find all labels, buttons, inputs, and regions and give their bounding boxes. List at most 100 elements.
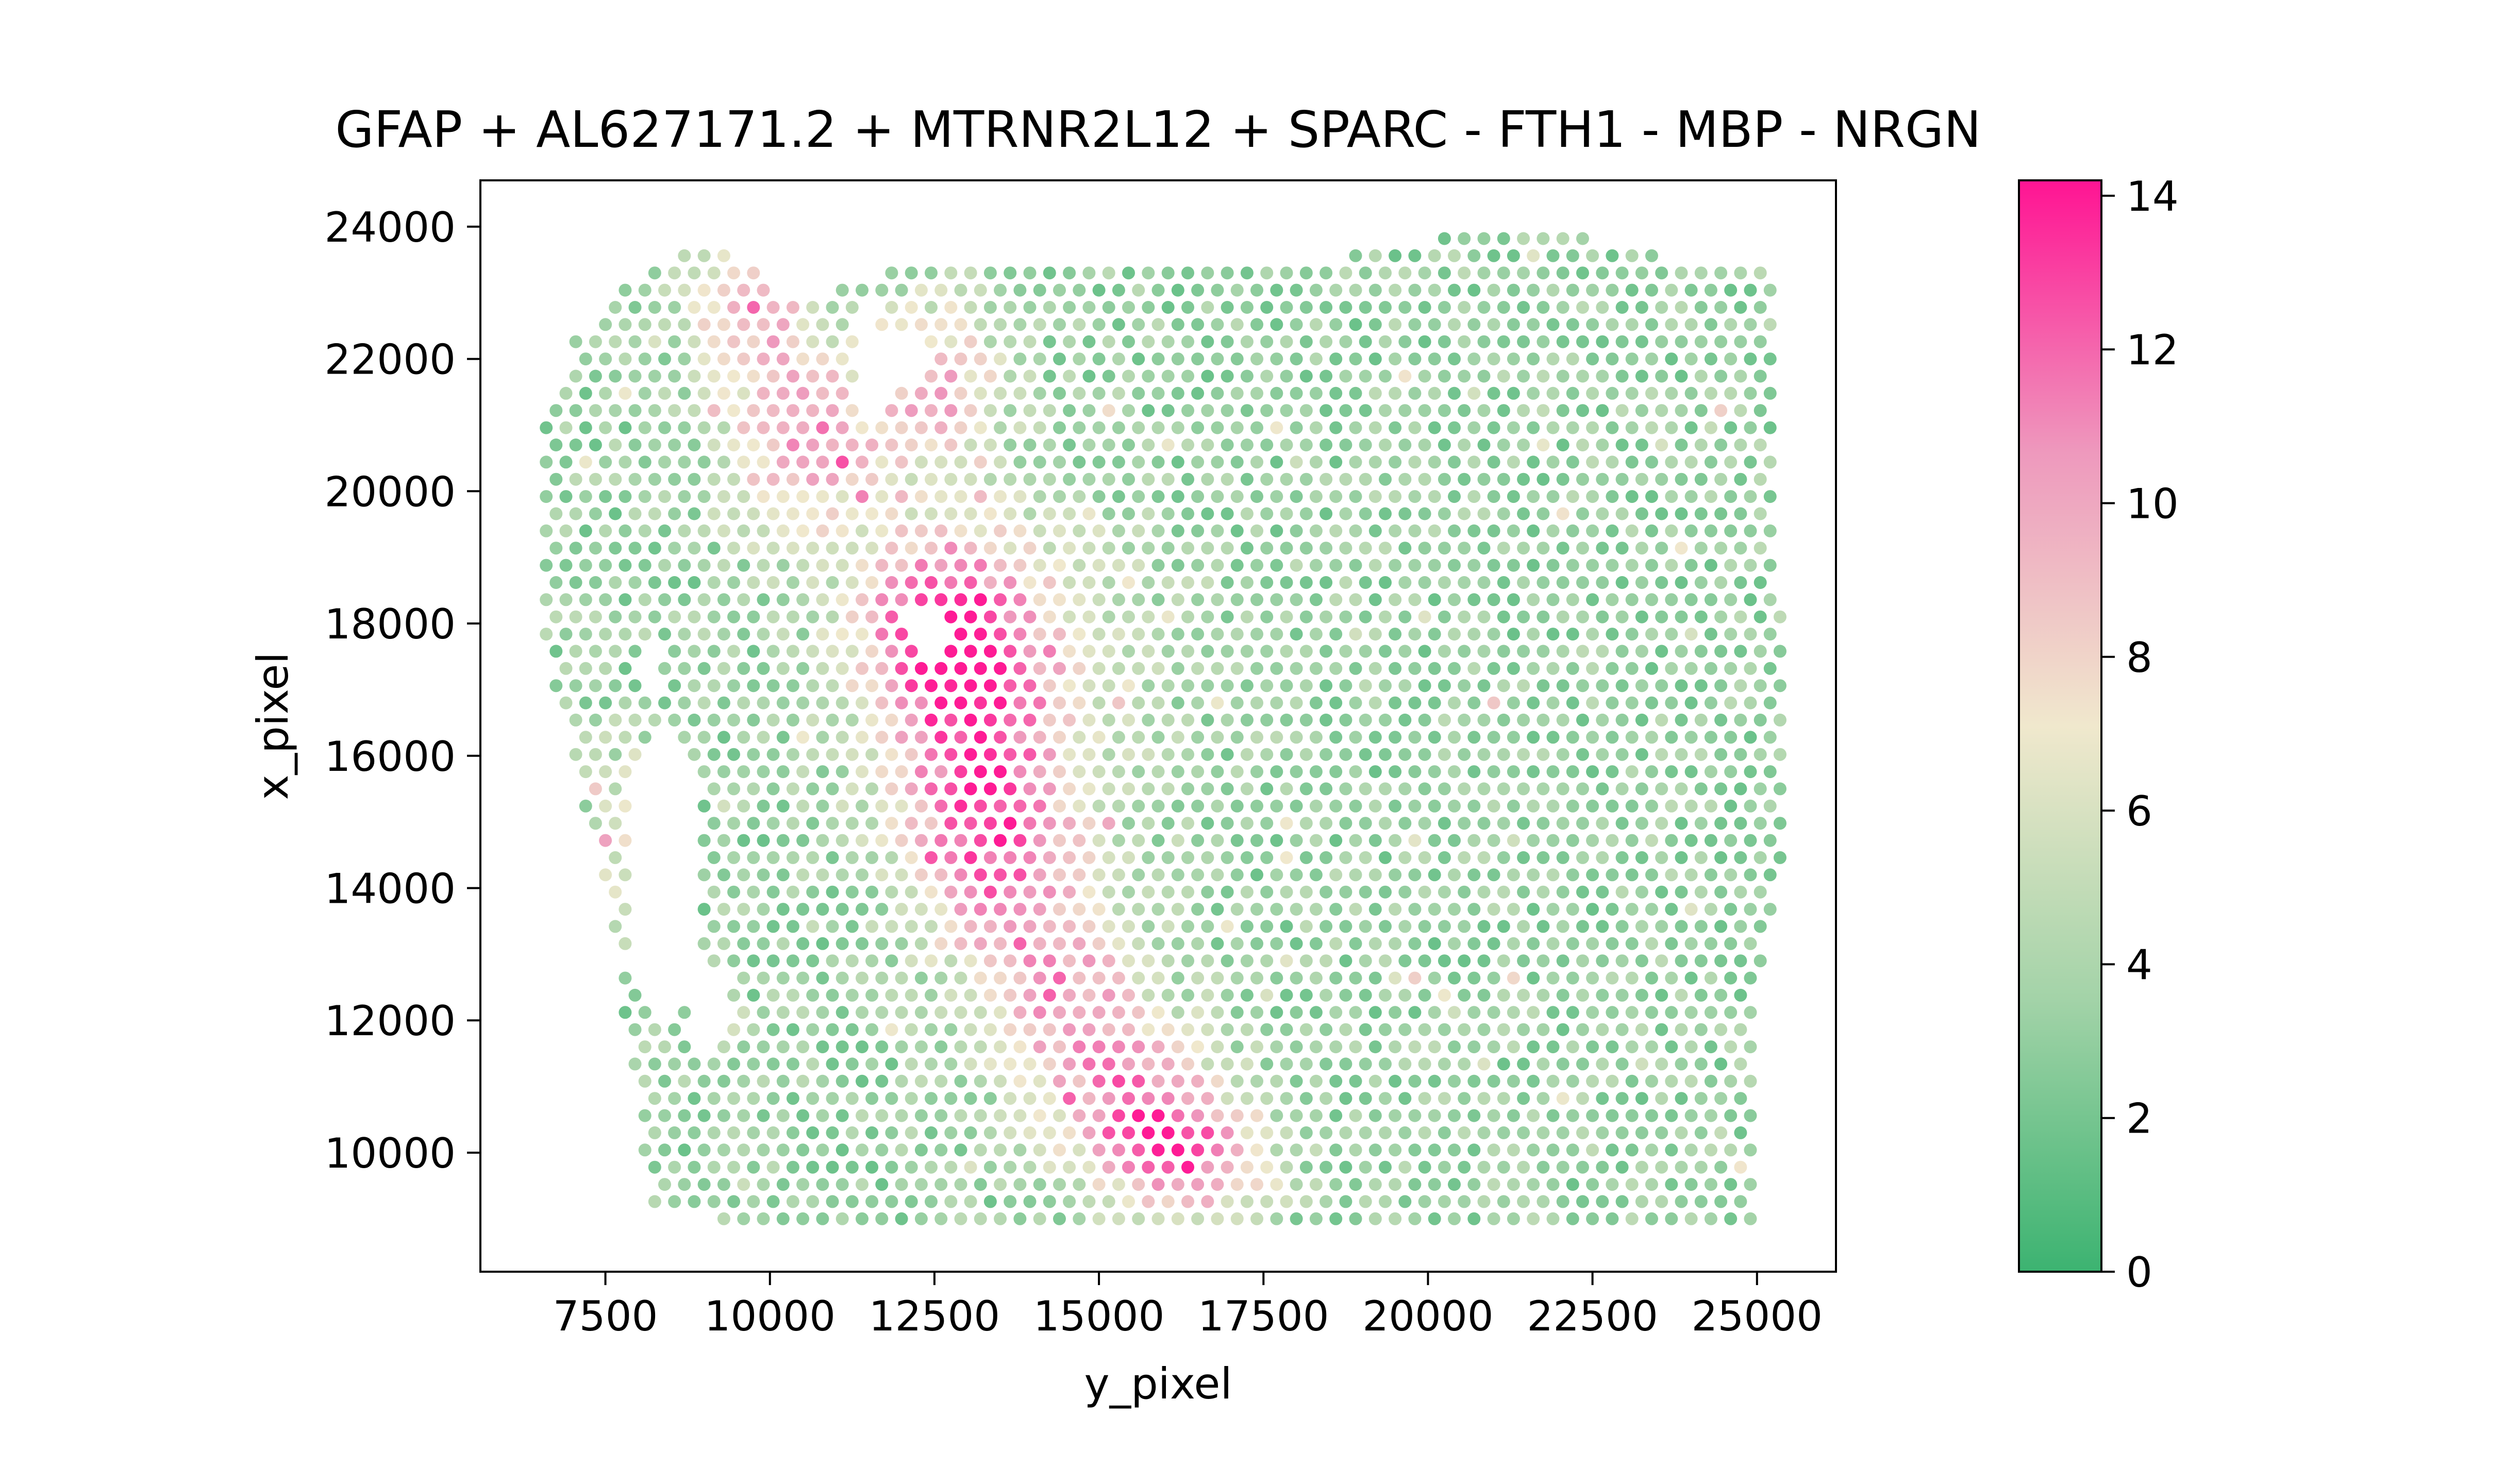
scatter-point <box>707 369 721 383</box>
scatter-point <box>747 782 760 796</box>
scatter-point <box>1625 799 1639 813</box>
scatter-point <box>776 971 790 985</box>
scatter-point <box>895 1143 908 1157</box>
scatter-point <box>1201 645 1214 658</box>
scatter-point <box>1448 249 1461 262</box>
scatter-point <box>1339 817 1352 830</box>
scatter-point <box>1299 1092 1313 1105</box>
scatter-point <box>1329 662 1343 675</box>
scatter-point <box>914 731 928 744</box>
scatter-point <box>1181 679 1194 693</box>
scatter-point <box>1073 731 1086 744</box>
scatter-point <box>1527 628 1540 641</box>
scatter-point <box>1339 576 1352 589</box>
scatter-point <box>934 1074 948 1088</box>
scatter-point <box>1665 456 1678 469</box>
scatter-point <box>1368 662 1382 675</box>
scatter-point <box>776 1178 790 1191</box>
scatter-point <box>1260 954 1274 968</box>
scatter-point <box>648 404 661 417</box>
scatter-point <box>1201 301 1214 314</box>
scatter-point <box>1615 576 1629 589</box>
scatter-point <box>1201 920 1214 933</box>
scatter-point <box>1576 1023 1589 1036</box>
scatter-point <box>885 817 898 830</box>
scatter-point <box>1625 662 1639 675</box>
scatter-point <box>1408 1109 1422 1122</box>
scatter-point <box>1665 524 1678 537</box>
scatter-point <box>1527 971 1540 985</box>
scatter-point <box>1260 301 1274 314</box>
scatter-point <box>1260 988 1274 1002</box>
scatter-point <box>1250 352 1263 366</box>
scatter-point <box>717 593 730 606</box>
scatter-point <box>925 748 938 761</box>
scatter-point <box>1408 1006 1422 1019</box>
scatter-point <box>707 920 721 933</box>
scatter-point <box>1625 593 1639 606</box>
scatter-point <box>1240 954 1254 968</box>
scatter-point <box>914 456 928 469</box>
scatter-point <box>1418 1126 1431 1139</box>
scatter-point <box>1615 817 1629 830</box>
scatter-point <box>549 576 563 589</box>
scatter-point <box>1487 799 1500 813</box>
scatter-point <box>934 1109 948 1122</box>
scatter-point <box>737 799 750 813</box>
scatter-point <box>1734 1195 1747 1208</box>
scatter-point <box>1665 490 1678 503</box>
scatter-point <box>796 696 810 710</box>
scatter-point <box>974 799 987 813</box>
scatter-point <box>1230 1006 1244 1019</box>
scatter-point <box>1556 817 1569 830</box>
scatter-point <box>1724 696 1738 710</box>
scatter-point <box>1230 1178 1244 1191</box>
scatter-point <box>1477 1092 1491 1105</box>
scatter-point <box>1537 576 1550 589</box>
scatter-point <box>1753 610 1767 623</box>
scatter-point <box>1290 352 1303 366</box>
scatter-point <box>1556 507 1569 520</box>
scatter-point <box>1240 335 1254 348</box>
scatter-point <box>1448 421 1461 434</box>
scatter-point <box>1270 386 1283 400</box>
scatter-point <box>1744 696 1757 710</box>
scatter-point <box>1389 937 1402 950</box>
scatter-point <box>1428 559 1441 572</box>
scatter-point <box>1408 352 1422 366</box>
scatter-point <box>757 696 770 710</box>
scatter-point <box>1684 593 1698 606</box>
scatter-point <box>845 1160 859 1174</box>
scatter-point <box>1467 352 1481 366</box>
scatter-point <box>1023 610 1037 623</box>
scatter-point <box>1428 834 1441 847</box>
scatter-point <box>786 1092 799 1105</box>
scatter-point <box>1043 817 1056 830</box>
scatter-point <box>1389 1006 1402 1019</box>
scatter-point <box>1191 662 1205 675</box>
scatter-point <box>619 662 632 675</box>
scatter-point <box>1507 834 1520 847</box>
scatter-point <box>1408 765 1422 779</box>
scatter-point <box>1102 954 1115 968</box>
scatter-point <box>1546 731 1560 744</box>
scatter-point <box>1596 1126 1609 1139</box>
scatter-point <box>1704 352 1717 366</box>
scatter-point <box>1556 610 1569 623</box>
scatter-point <box>1092 937 1106 950</box>
scatter-point <box>994 868 1007 882</box>
scatter-point <box>1299 748 1313 761</box>
scatter-point <box>1102 748 1115 761</box>
scatter-point <box>1329 834 1343 847</box>
scatter-point <box>845 369 859 383</box>
scatter-point <box>1142 1195 1155 1208</box>
scatter-point <box>983 439 997 451</box>
scatter-point <box>1280 610 1293 623</box>
scatter-point <box>747 851 760 864</box>
scatter-point <box>944 1195 958 1208</box>
scatter-point <box>1684 1143 1698 1157</box>
scatter-point <box>727 817 740 830</box>
scatter-point <box>1221 748 1234 761</box>
scatter-point <box>836 834 849 847</box>
scatter-point <box>1556 782 1569 796</box>
